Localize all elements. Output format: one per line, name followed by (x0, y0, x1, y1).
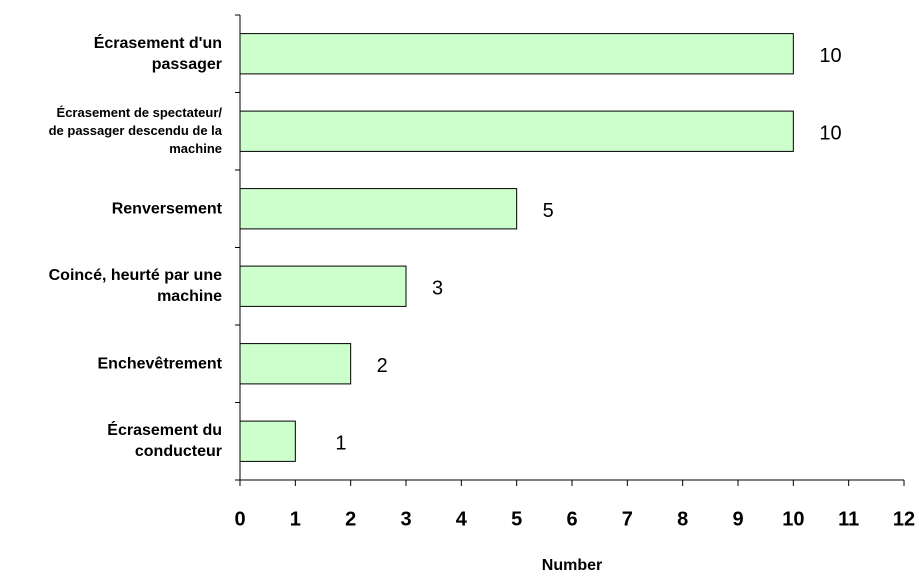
x-tick-label: 3 (400, 508, 411, 530)
value-label: 2 (377, 355, 388, 377)
x-axis-title: Number (542, 557, 602, 574)
x-tick-label: 12 (893, 508, 915, 530)
x-tick-label: 6 (566, 508, 577, 530)
x-tick-label: 2 (345, 508, 356, 530)
bar (239, 110, 794, 152)
x-tick-label: 11 (838, 508, 859, 530)
x-tick-label: 1 (290, 508, 301, 530)
value-label: 1 (335, 433, 346, 455)
x-tick-label: 5 (511, 508, 522, 530)
value-label: 3 (432, 278, 443, 300)
value-label: 10 (819, 45, 841, 67)
y-tick-label: Écrasement du conducteur (107, 422, 222, 461)
x-tick-label: 7 (622, 508, 633, 530)
y-tick-label: Écrasement de spectateur/ de passager de… (48, 105, 222, 157)
value-label: 10 (819, 123, 841, 145)
bar (239, 33, 794, 75)
bar (239, 188, 518, 230)
x-tick-label: 10 (782, 508, 804, 530)
y-tick-label: Enchevêtrement (97, 355, 223, 373)
value-label: 5 (543, 200, 554, 222)
bar (239, 265, 407, 307)
bar (239, 420, 296, 462)
y-tick-label: Renversement (111, 200, 222, 218)
y-tick-label: Écrasement d'un passager (93, 34, 222, 73)
x-tick-label: 8 (677, 508, 688, 530)
y-tick-label: Coincé, heurté par une machine (48, 267, 222, 306)
x-tick-label: 4 (456, 508, 468, 530)
bar (239, 343, 352, 385)
x-tick-label: 9 (732, 508, 743, 530)
x-tick-label: 0 (234, 508, 245, 530)
